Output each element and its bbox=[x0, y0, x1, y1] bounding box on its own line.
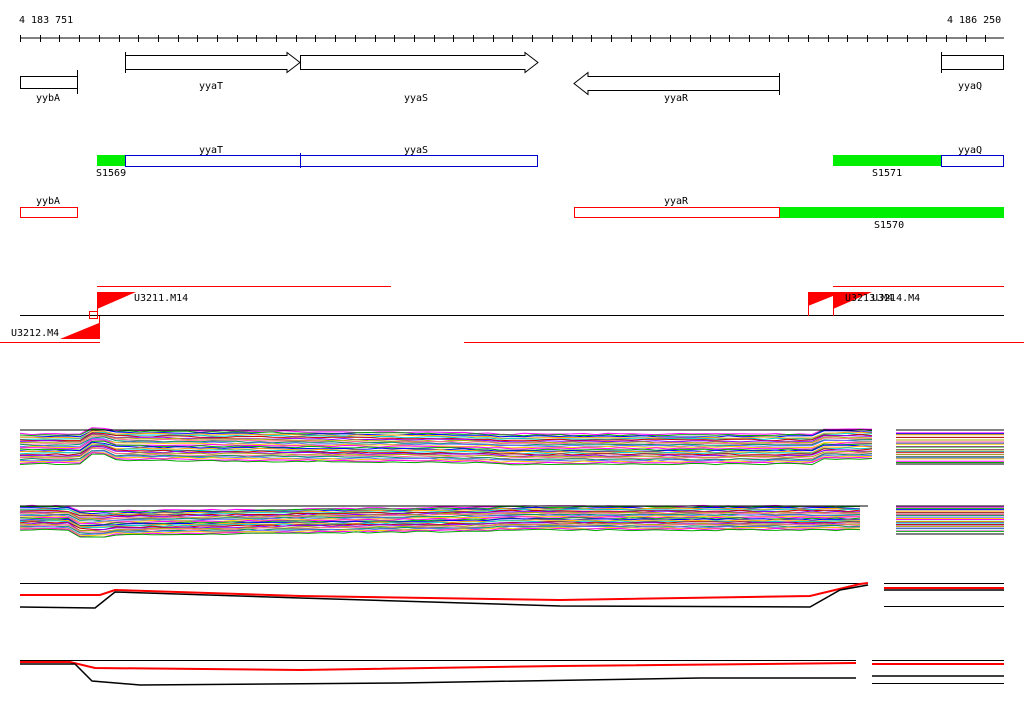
profile-trace-red bbox=[20, 661, 857, 672]
profile-trace bbox=[19, 516, 861, 525]
profile-trace-black bbox=[20, 663, 856, 686]
profile-trace bbox=[19, 523, 861, 533]
profile-trace bbox=[19, 520, 861, 529]
gene-labels: yybA yyaT yyaS yyaR yyaQ bbox=[36, 81, 982, 104]
profile-trace bbox=[19, 435, 873, 445]
transcript-yyaQ-box[interactable] bbox=[941, 155, 1004, 167]
profile-trace bbox=[19, 527, 861, 538]
gene-label-yybA: yybA bbox=[36, 93, 60, 104]
transcript-yyaR-box[interactable] bbox=[574, 207, 780, 218]
gene-yyaQ[interactable] bbox=[941, 52, 1004, 73]
profile-trace bbox=[19, 449, 873, 461]
segment-S1571-bar[interactable] bbox=[833, 155, 941, 166]
coordinate-ruler: 4 183 751 4 186 250 bbox=[19, 15, 1004, 42]
transcript-label-yybA: yybA bbox=[36, 196, 60, 207]
gene-label-yyaS: yyaS bbox=[404, 93, 428, 104]
expression-profile-reverse-summary bbox=[20, 660, 1004, 686]
expression-profile-forward-multi bbox=[19, 427, 1004, 466]
gene-label-yyaR: yyaR bbox=[664, 93, 689, 104]
transcript-yybA-box[interactable] bbox=[20, 207, 78, 218]
marker-U3212[interactable] bbox=[60, 311, 100, 340]
profile-trace bbox=[19, 512, 861, 521]
gene-yyaR-arrow[interactable] bbox=[573, 71, 780, 96]
transcript-yyaT-box[interactable] bbox=[125, 155, 301, 167]
profile-trace bbox=[19, 436, 873, 447]
marker-U3211[interactable] bbox=[97, 292, 136, 316]
marker-label-U3214: U3214.M4 bbox=[872, 293, 920, 304]
profile-trace bbox=[19, 521, 861, 531]
gene-label-yyaT: yyaT bbox=[199, 81, 223, 92]
transcript-label-yyaR: yyaR bbox=[664, 196, 689, 207]
profile-trace-black bbox=[19, 584, 869, 609]
transcript-label-yyaT: yyaT bbox=[199, 145, 223, 156]
segment-label-S1570: S1570 bbox=[874, 220, 904, 231]
transcript-label-yyaQ: yyaQ bbox=[958, 145, 982, 156]
profile-trace bbox=[19, 445, 873, 456]
segment-S1569-bar[interactable] bbox=[97, 155, 125, 166]
profile-trace bbox=[19, 522, 861, 533]
profile-trace bbox=[19, 517, 861, 527]
gene-yyaS-arrow[interactable] bbox=[300, 51, 539, 74]
profile-trace bbox=[19, 453, 873, 466]
profile-trace bbox=[19, 447, 873, 460]
ruler-end-label: 4 186 250 bbox=[947, 15, 1001, 26]
transcript-label-yyaS: yyaS bbox=[404, 145, 428, 156]
profile-trace bbox=[20, 429, 873, 438]
gene-yyaT-arrow[interactable] bbox=[125, 51, 301, 74]
profile-trace bbox=[19, 513, 861, 522]
profile-trace bbox=[19, 443, 873, 454]
gene-yybA[interactable] bbox=[20, 70, 78, 94]
expression-profile-forward-summary bbox=[19, 582, 1004, 609]
profile-trace bbox=[19, 432, 873, 442]
ruler-start-label: 4 183 751 bbox=[19, 15, 73, 26]
gene-label-yyaQ: yyaQ bbox=[958, 81, 982, 92]
profile-trace bbox=[19, 430, 873, 439]
profile-trace bbox=[19, 446, 873, 458]
transcript-yyaS-box[interactable] bbox=[300, 155, 538, 167]
profile-trace bbox=[19, 440, 873, 451]
forward-transcript-track: yyaT yyaS yyaQ S1569 S1571 bbox=[96, 145, 1004, 179]
profile-trace bbox=[19, 441, 873, 453]
marker-label-U3213: U3213.M4 bbox=[845, 293, 893, 304]
marker-label-U3212: U3212.M4 bbox=[11, 328, 59, 339]
profile-trace bbox=[19, 427, 873, 436]
reverse-transcript-track: yybA yyaR S1570 bbox=[20, 196, 1004, 231]
profile-trace bbox=[19, 438, 872, 448]
profile-trace bbox=[19, 452, 873, 465]
profile-trace bbox=[19, 525, 861, 536]
gene-track bbox=[20, 51, 1004, 96]
segment-label-S1571: S1571 bbox=[872, 168, 902, 179]
marker-U3214[interactable] bbox=[833, 292, 872, 316]
expression-profile-reverse-multi bbox=[19, 504, 1004, 538]
marker-label-U3211: U3211.M14 bbox=[134, 293, 188, 304]
segment-label-S1569: S1569 bbox=[96, 168, 126, 179]
profile-trace bbox=[19, 428, 873, 437]
profile-trace bbox=[19, 528, 861, 538]
profile-trace-red bbox=[20, 582, 869, 602]
profile-trace bbox=[19, 439, 872, 449]
segment-S1570-bar[interactable] bbox=[780, 207, 1004, 218]
marker-track: U3211.M14 U3212.M4 U3213.M4 U3214.M4 bbox=[0, 286, 1024, 343]
ruler-ticks bbox=[20, 35, 986, 42]
profile-trace bbox=[19, 434, 873, 444]
profile-trace bbox=[19, 433, 873, 443]
